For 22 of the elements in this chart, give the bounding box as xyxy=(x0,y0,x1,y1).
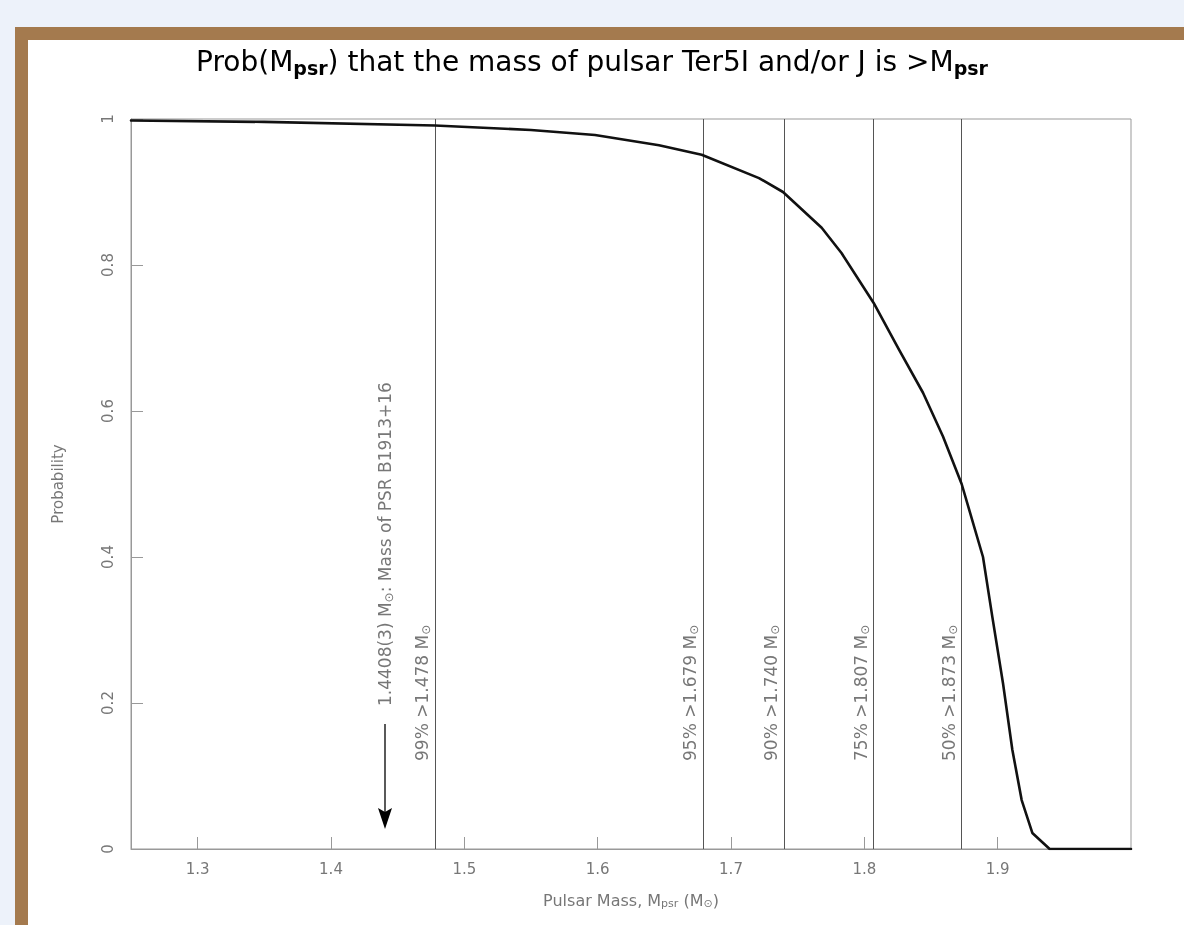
ref-line-label: 90% >1.740 M⊙ xyxy=(761,624,783,761)
x-tick-label: 1.7 xyxy=(719,859,743,878)
line-series xyxy=(129,119,1133,851)
y-tick-label: 1 xyxy=(98,114,117,124)
y-tick-label: 0.2 xyxy=(98,691,117,715)
x-axis-title: Pulsar Mass, Mpsr (M⊙) xyxy=(543,890,719,910)
x-tick-label: 1.4 xyxy=(319,859,343,878)
annotation: 1.4408(3) M⊙: Mass of PSR B1913+16 xyxy=(375,382,396,706)
y-axis-title: Probability xyxy=(48,444,67,524)
ref-line-label: 75% >1.807 M⊙ xyxy=(850,624,872,761)
x-tick-label: 1.9 xyxy=(985,859,1010,878)
y-tick-label: 0 xyxy=(98,844,117,854)
y-tick-label: 0.6 xyxy=(98,399,117,423)
x-tick-label: 1.6 xyxy=(585,859,610,878)
y-tick-label: 0.4 xyxy=(98,545,117,569)
ref-line-label: 50% >1.873 M⊙ xyxy=(938,624,960,761)
x-tick-label: 1.3 xyxy=(185,859,210,878)
x-tick-label: 1.5 xyxy=(452,859,477,878)
x-tick-label: 1.8 xyxy=(852,859,877,878)
y-tick-label: 0.8 xyxy=(98,253,117,277)
ref-line-label: 99% >1.478 M⊙ xyxy=(412,624,433,761)
ref-line-label: 95% >1.679 M⊙ xyxy=(680,624,701,761)
